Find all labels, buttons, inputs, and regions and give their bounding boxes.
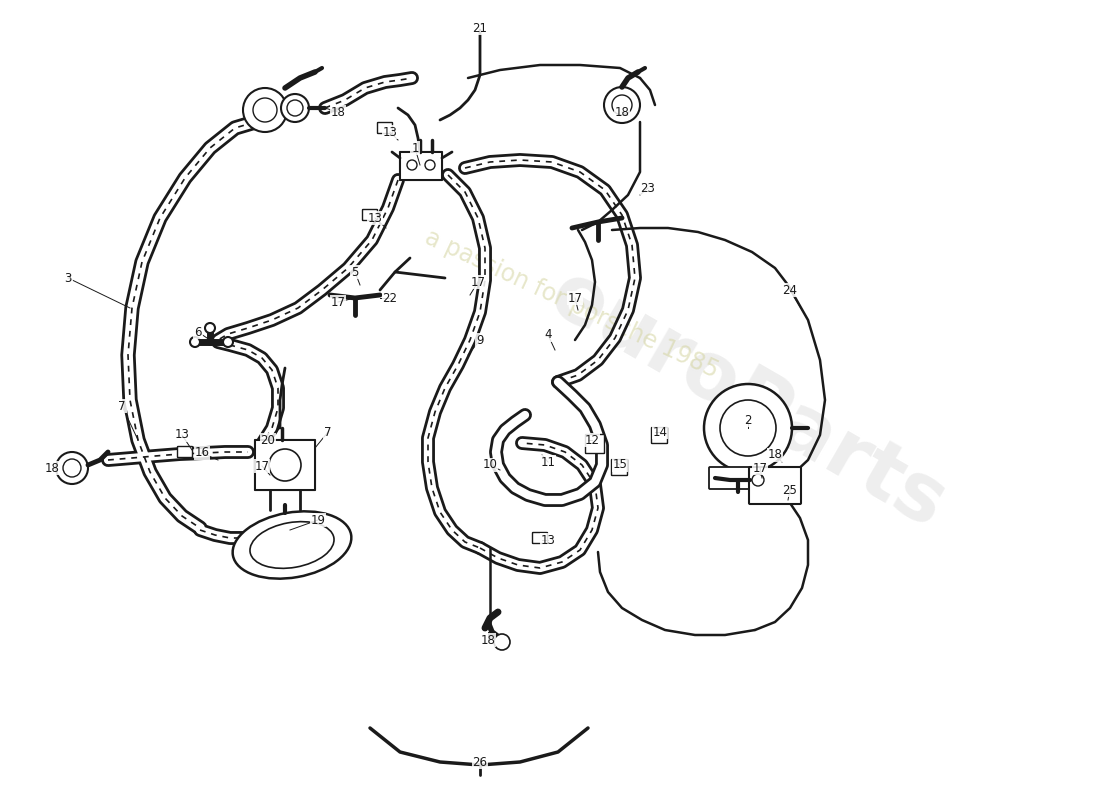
Text: 17: 17 bbox=[330, 295, 345, 309]
Text: 19: 19 bbox=[310, 514, 326, 526]
Text: 16: 16 bbox=[195, 446, 209, 459]
Text: 13: 13 bbox=[175, 429, 189, 442]
Text: 18: 18 bbox=[45, 462, 59, 474]
FancyBboxPatch shape bbox=[177, 446, 192, 458]
Circle shape bbox=[280, 94, 309, 122]
Circle shape bbox=[243, 88, 287, 132]
Text: 6: 6 bbox=[195, 326, 201, 338]
Text: 23: 23 bbox=[640, 182, 656, 194]
Text: 4: 4 bbox=[544, 329, 552, 342]
Circle shape bbox=[223, 337, 233, 347]
Text: 25: 25 bbox=[782, 483, 797, 497]
Circle shape bbox=[253, 98, 277, 122]
Text: 17: 17 bbox=[471, 275, 485, 289]
Text: 1: 1 bbox=[411, 142, 419, 154]
Text: 18: 18 bbox=[481, 634, 495, 646]
FancyBboxPatch shape bbox=[749, 467, 801, 504]
FancyBboxPatch shape bbox=[651, 427, 668, 443]
Text: 26: 26 bbox=[473, 755, 487, 769]
Text: 15: 15 bbox=[613, 458, 627, 471]
Text: euroParts: euroParts bbox=[536, 255, 960, 545]
FancyBboxPatch shape bbox=[612, 459, 627, 475]
FancyBboxPatch shape bbox=[710, 467, 786, 489]
Circle shape bbox=[270, 449, 301, 481]
Text: 18: 18 bbox=[331, 106, 345, 118]
Text: 10: 10 bbox=[483, 458, 497, 471]
Circle shape bbox=[190, 337, 200, 347]
Circle shape bbox=[612, 95, 632, 115]
FancyBboxPatch shape bbox=[585, 434, 605, 454]
Text: 7: 7 bbox=[324, 426, 332, 438]
FancyBboxPatch shape bbox=[363, 210, 377, 221]
Ellipse shape bbox=[250, 522, 334, 568]
Text: 5: 5 bbox=[351, 266, 359, 278]
Circle shape bbox=[56, 452, 88, 484]
Text: 14: 14 bbox=[652, 426, 668, 438]
Text: 17: 17 bbox=[752, 462, 768, 474]
Text: 13: 13 bbox=[367, 211, 383, 225]
Circle shape bbox=[752, 474, 764, 486]
Text: 11: 11 bbox=[540, 455, 556, 469]
Text: 9: 9 bbox=[476, 334, 484, 346]
Circle shape bbox=[720, 400, 775, 456]
Circle shape bbox=[205, 323, 214, 333]
Circle shape bbox=[287, 100, 303, 116]
Text: 17: 17 bbox=[568, 291, 583, 305]
Ellipse shape bbox=[232, 511, 351, 578]
Circle shape bbox=[604, 87, 640, 123]
Text: 3: 3 bbox=[64, 271, 72, 285]
Circle shape bbox=[63, 459, 81, 477]
Circle shape bbox=[494, 634, 510, 650]
Text: 21: 21 bbox=[473, 22, 487, 34]
Text: 20: 20 bbox=[261, 434, 275, 446]
Text: 2: 2 bbox=[745, 414, 751, 426]
Text: 12: 12 bbox=[584, 434, 600, 446]
Text: 17: 17 bbox=[254, 459, 270, 473]
Text: 18: 18 bbox=[768, 449, 782, 462]
Text: 7: 7 bbox=[119, 399, 125, 413]
Circle shape bbox=[704, 384, 792, 472]
Circle shape bbox=[407, 160, 417, 170]
Text: 18: 18 bbox=[615, 106, 629, 118]
Text: 24: 24 bbox=[782, 283, 797, 297]
Circle shape bbox=[425, 160, 435, 170]
Text: 22: 22 bbox=[383, 291, 397, 305]
Text: 13: 13 bbox=[540, 534, 556, 546]
FancyBboxPatch shape bbox=[255, 440, 315, 490]
FancyBboxPatch shape bbox=[400, 152, 442, 180]
Text: a passion for porsche 1985: a passion for porsche 1985 bbox=[421, 226, 723, 382]
Text: 13: 13 bbox=[383, 126, 397, 138]
FancyBboxPatch shape bbox=[377, 122, 393, 134]
FancyBboxPatch shape bbox=[532, 533, 548, 543]
